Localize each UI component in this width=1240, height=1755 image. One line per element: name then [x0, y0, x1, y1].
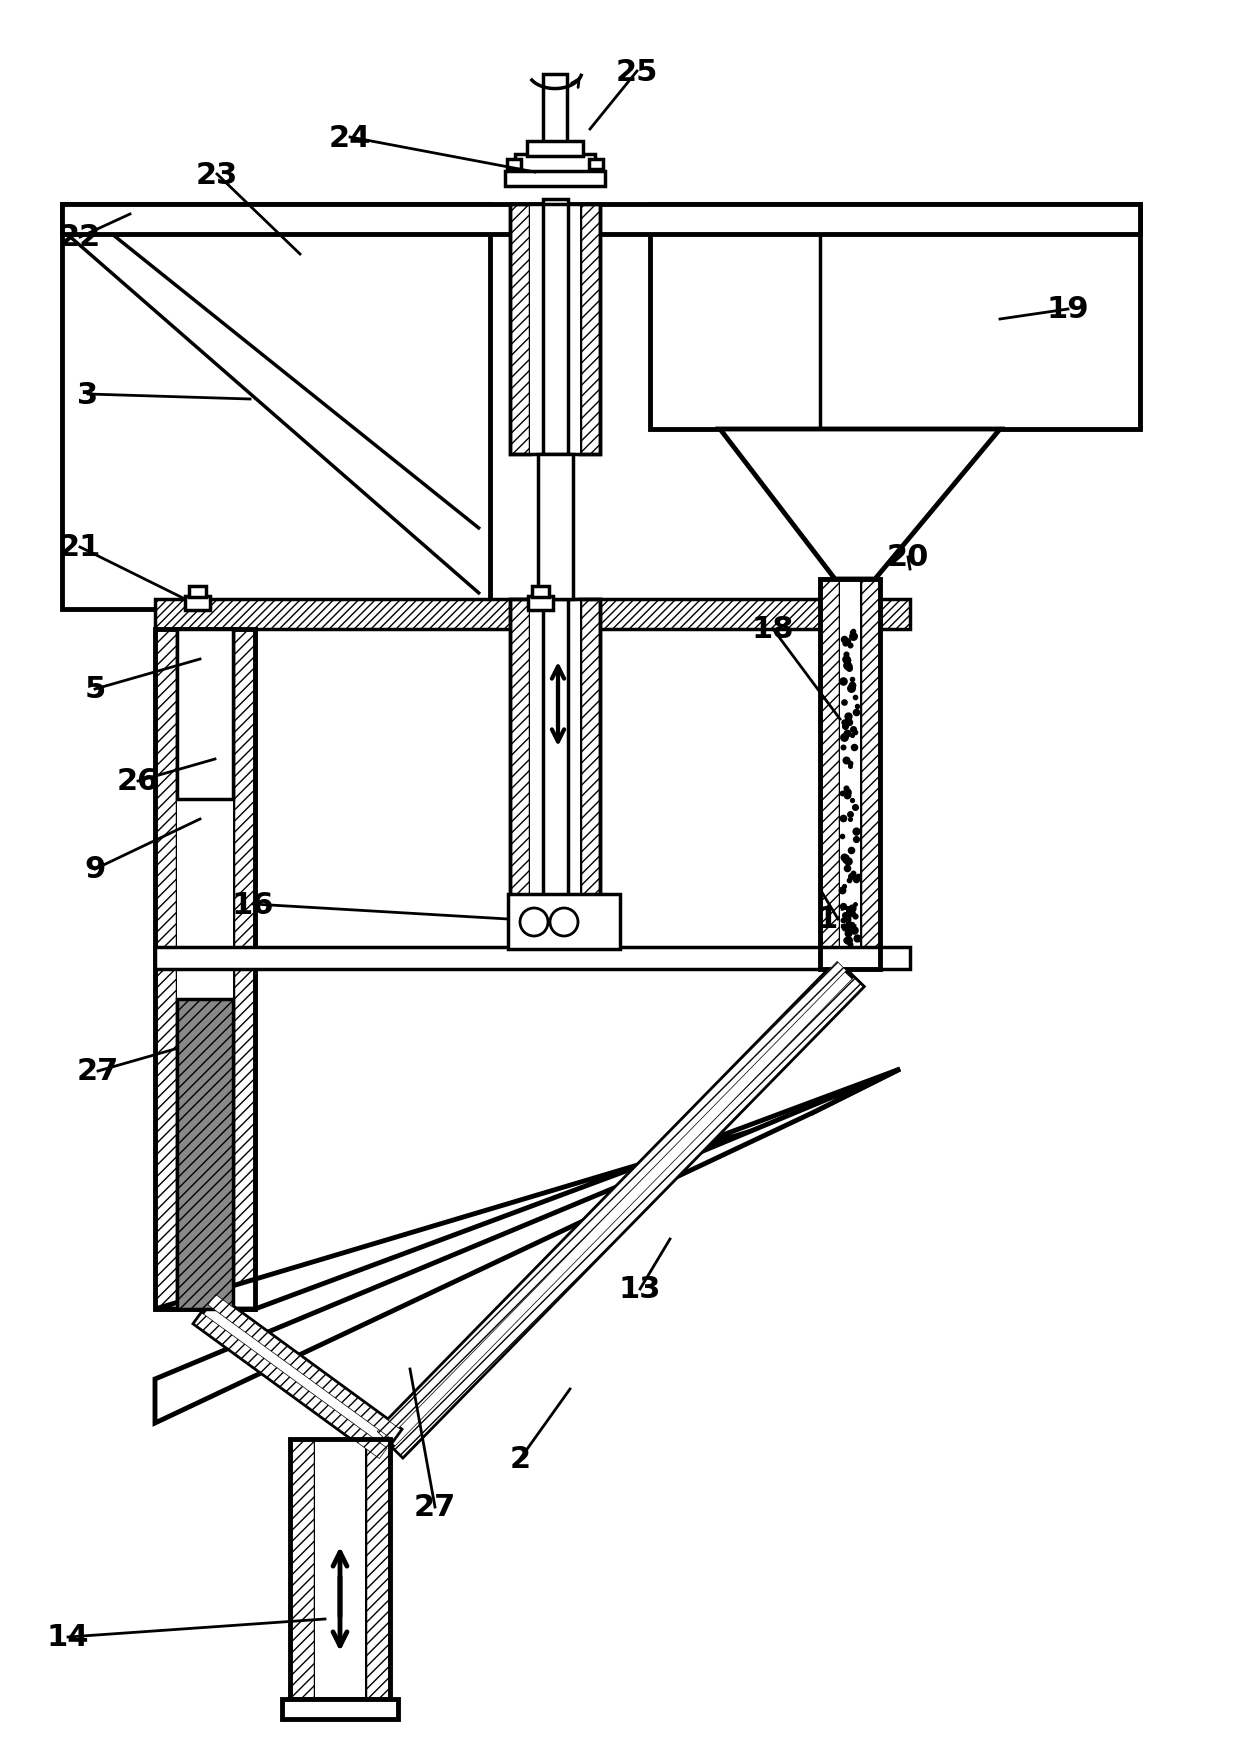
Bar	[315, 1439, 365, 1699]
Bar	[62, 205, 490, 609]
Bar	[155, 630, 177, 1309]
Circle shape	[551, 909, 578, 937]
Bar	[177, 630, 233, 1309]
Bar	[528, 597, 553, 611]
Bar	[527, 142, 583, 156]
Text: 5: 5	[84, 676, 105, 704]
Text: 19: 19	[1047, 295, 1089, 325]
Bar	[508, 895, 620, 949]
Polygon shape	[155, 1069, 900, 1309]
Bar	[529, 205, 580, 455]
Bar	[290, 1439, 315, 1699]
Bar	[650, 205, 1140, 430]
Bar	[820, 579, 839, 969]
Polygon shape	[393, 978, 863, 1457]
Polygon shape	[377, 962, 863, 1457]
Bar	[861, 579, 880, 969]
Bar	[580, 600, 600, 900]
Text: 24: 24	[329, 123, 371, 153]
Bar	[589, 160, 603, 170]
Bar	[155, 948, 910, 969]
Text: 27: 27	[77, 1057, 119, 1086]
Bar	[290, 1439, 391, 1699]
Text: 2: 2	[510, 1444, 531, 1474]
Polygon shape	[195, 1295, 401, 1458]
Bar	[543, 75, 567, 165]
Text: 16: 16	[232, 890, 274, 920]
Text: 23: 23	[196, 160, 238, 190]
Text: 21: 21	[58, 534, 102, 562]
Bar	[281, 1699, 398, 1718]
Bar	[532, 586, 549, 598]
Text: 9: 9	[84, 855, 105, 885]
Text: 14: 14	[47, 1623, 89, 1651]
Bar	[155, 600, 910, 630]
Text: 20: 20	[887, 544, 929, 572]
Bar	[839, 579, 861, 969]
Text: 26: 26	[117, 767, 159, 797]
Polygon shape	[377, 962, 847, 1441]
Polygon shape	[155, 1069, 900, 1423]
Text: 3: 3	[77, 381, 98, 409]
Bar	[580, 205, 600, 455]
Text: 13: 13	[619, 1274, 661, 1304]
Polygon shape	[720, 430, 999, 579]
Bar	[365, 1439, 391, 1699]
Bar	[510, 600, 600, 900]
Bar	[177, 630, 233, 800]
Bar	[233, 630, 255, 1309]
Bar	[505, 172, 605, 186]
Text: 11: 11	[817, 906, 859, 934]
Circle shape	[520, 909, 548, 937]
Bar	[150, 1304, 950, 1704]
Bar	[510, 205, 600, 455]
Bar	[188, 586, 206, 598]
Text: 27: 27	[414, 1494, 456, 1522]
Text: 25: 25	[616, 58, 658, 86]
Bar	[62, 205, 1140, 235]
Bar	[515, 154, 595, 174]
Polygon shape	[155, 1309, 600, 1379]
Bar	[185, 597, 210, 611]
Bar	[510, 600, 529, 900]
Bar	[155, 630, 255, 1309]
Bar	[529, 600, 580, 900]
Bar	[543, 200, 568, 930]
Bar	[177, 999, 233, 1309]
Bar	[510, 205, 529, 455]
Bar	[538, 455, 573, 600]
Bar	[507, 160, 521, 170]
Text: 22: 22	[58, 223, 102, 253]
Bar	[820, 579, 880, 969]
Polygon shape	[208, 1295, 401, 1441]
Polygon shape	[195, 1313, 387, 1458]
Text: 18: 18	[751, 616, 795, 644]
